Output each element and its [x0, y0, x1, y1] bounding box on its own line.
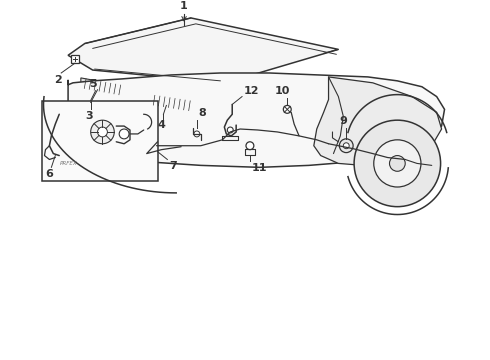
Circle shape — [374, 140, 421, 187]
Text: 2: 2 — [54, 75, 62, 85]
Text: 4: 4 — [157, 120, 166, 130]
Text: PRFEX: PRFEX — [60, 161, 78, 166]
Polygon shape — [149, 95, 194, 111]
Text: 11: 11 — [252, 163, 268, 174]
Circle shape — [91, 120, 114, 144]
Text: 9: 9 — [340, 116, 347, 126]
Circle shape — [340, 139, 353, 153]
Text: 6: 6 — [46, 169, 53, 179]
Text: 8: 8 — [199, 108, 207, 118]
Circle shape — [246, 142, 254, 150]
Circle shape — [283, 105, 291, 113]
Polygon shape — [68, 73, 444, 167]
Text: 12: 12 — [244, 86, 260, 96]
Text: 5: 5 — [89, 79, 97, 89]
Circle shape — [343, 143, 349, 149]
Polygon shape — [68, 18, 339, 83]
Text: 7: 7 — [170, 161, 177, 171]
Polygon shape — [81, 78, 124, 96]
Circle shape — [119, 129, 129, 139]
Circle shape — [354, 120, 441, 207]
Polygon shape — [314, 77, 441, 165]
Bar — [71, 55, 79, 63]
Circle shape — [390, 156, 405, 171]
Circle shape — [194, 131, 200, 137]
Text: 1: 1 — [180, 1, 188, 11]
Bar — [42, 100, 157, 181]
Text: 10: 10 — [275, 86, 290, 96]
Text: 3: 3 — [85, 111, 93, 121]
Circle shape — [227, 127, 233, 133]
Circle shape — [98, 127, 107, 137]
